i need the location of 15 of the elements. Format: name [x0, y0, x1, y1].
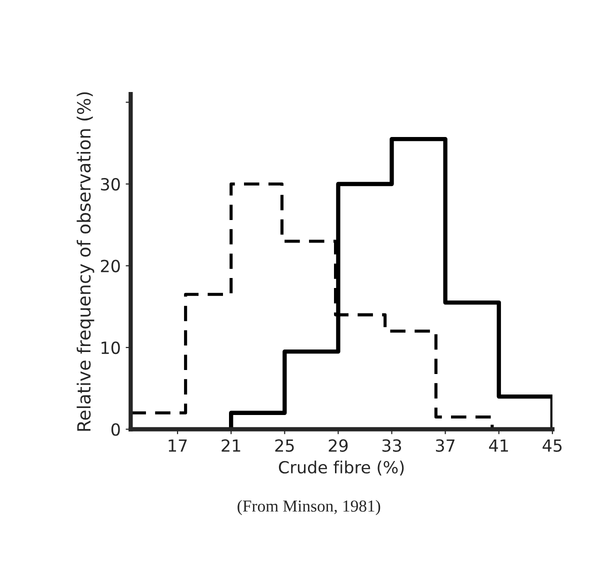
x-tick-label: 33	[382, 439, 402, 452]
x-axis-title: Crude fibre (%)	[278, 460, 404, 476]
y-tick-label: 20	[100, 260, 120, 272]
y-tick-label: 30	[101, 178, 120, 191]
x-tick-label: 21	[222, 439, 240, 452]
x-tick-label: 37	[436, 439, 454, 452]
x-tick-label: 41	[489, 439, 508, 452]
y-tick-label: 0	[111, 423, 120, 436]
x-tick-label: 29	[328, 439, 348, 452]
x-tick-label: 17	[168, 439, 187, 452]
x-tick-label: 45	[542, 439, 562, 452]
y-tick-label: 10	[102, 341, 120, 354]
x-tick-label: 25	[275, 439, 294, 452]
y-axis-title: Relative frequency of observation (%)	[76, 92, 94, 431]
text: (From Minson, 1981)	[238, 500, 380, 516]
